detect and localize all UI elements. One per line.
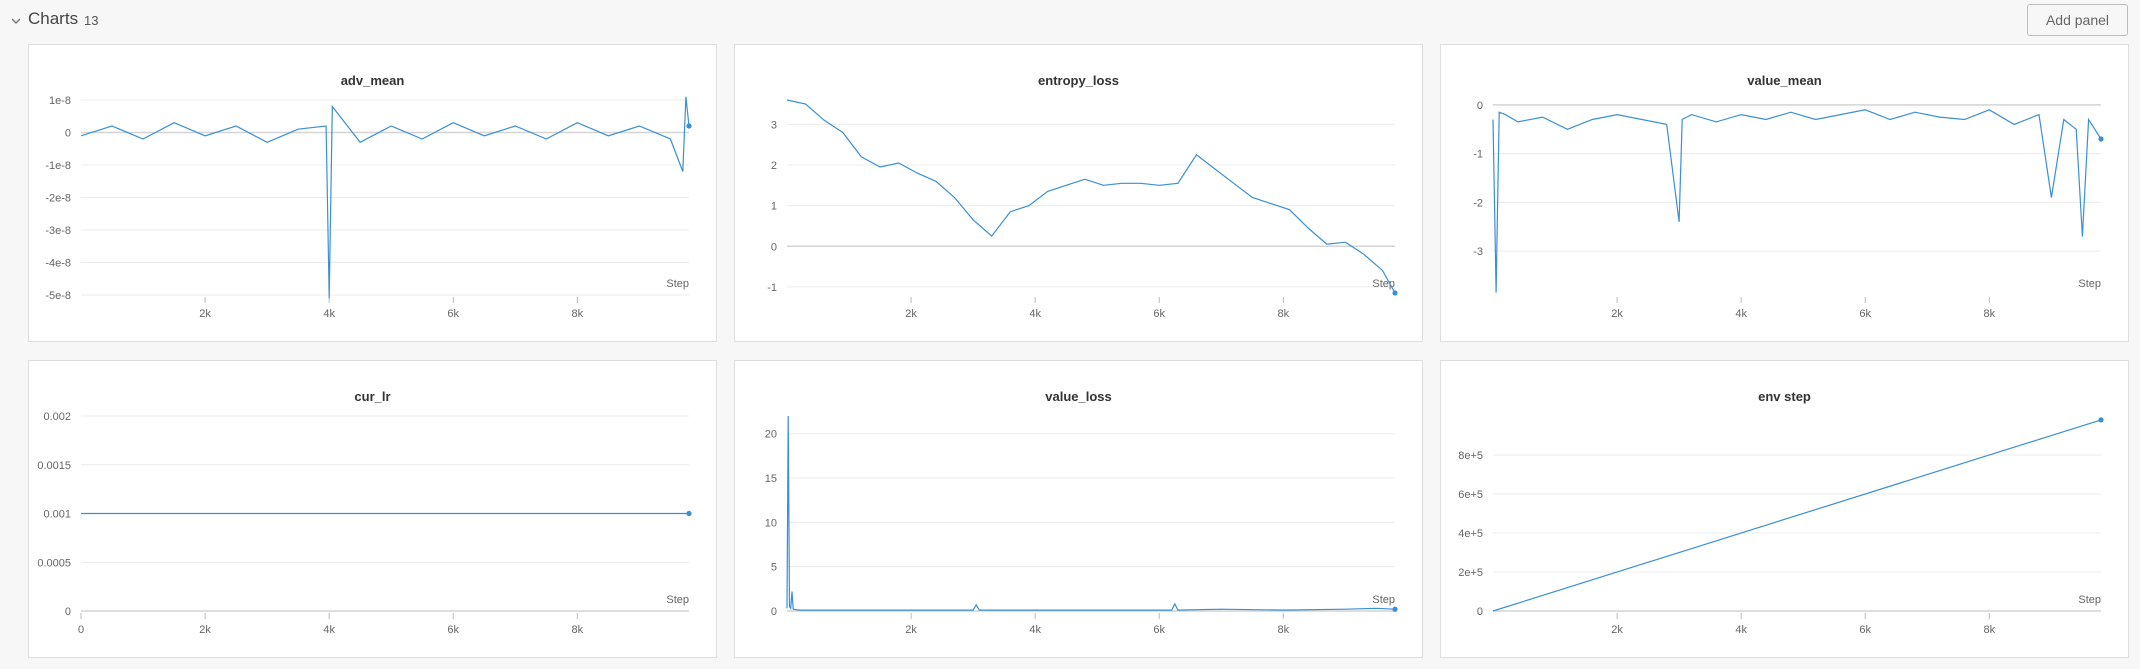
series-line — [1492, 419, 2102, 612]
y-tick-label: 2 — [771, 160, 777, 172]
y-tick-label: 10 — [765, 517, 777, 529]
y-tick-label: 0 — [1477, 606, 1483, 618]
series-end-point[interactable] — [2098, 136, 2104, 142]
add-panel-button[interactable]: Add panel — [2027, 4, 2128, 36]
x-tick-label: 4k — [1029, 308, 1041, 320]
series-line — [80, 96, 690, 299]
x-tick-label: 6k — [1153, 308, 1165, 320]
x-tick-label: 8k — [1984, 624, 1996, 636]
x-tick-label: 8k — [1278, 624, 1290, 636]
chart-panel-value-loss[interactable]: value_loss 20 15 10 5 0 2k 4k 6k 8k Step — [734, 360, 1423, 658]
y-tick-label: 0.0015 — [37, 460, 71, 472]
y-tick-label: 0.001 — [43, 509, 71, 521]
series-end-point[interactable] — [2098, 417, 2104, 423]
chevron-down-icon[interactable] — [10, 15, 22, 27]
x-tick-label: 2k — [199, 308, 211, 320]
x-tick-label: 8k — [572, 624, 584, 636]
y-tick-label: -2e-8 — [45, 193, 71, 205]
series-end-point[interactable] — [686, 510, 692, 517]
y-tick-label: -1 — [1473, 149, 1483, 161]
x-tick-label: 4k — [1735, 308, 1747, 320]
chart-plot: 0.002 0.0015 0.001 0.0005 00 2k 4k 6k 8k Step — [37, 411, 692, 636]
y-tick-label: 15 — [765, 473, 777, 485]
y-tick-label: 0 — [65, 606, 71, 618]
series-line — [786, 415, 1396, 611]
y-tick-label: 4e+5 — [1458, 528, 1483, 540]
x-tick-label: 2k — [1611, 624, 1623, 636]
x-axis-label: Step — [2078, 278, 2101, 290]
chart-panel-env-step[interactable]: env step 8e+5 6e+5 4e+5 2e+5 0 2k 4k 6k 8k Step — [1440, 360, 2129, 658]
x-axis-label: Step — [666, 594, 689, 606]
x-tick-label: 6k — [447, 624, 459, 636]
y-tick-label: 0.002 — [43, 411, 71, 423]
x-tick-label: 4k — [323, 308, 335, 320]
y-tick-label: -1e-8 — [45, 160, 71, 172]
y-tick-label: 0.0005 — [37, 557, 71, 569]
chart-panel-cur-lr[interactable]: cur_lr 0.002 0.0015 0.001 0.0005 0 0 2k 4k 6k 8k S… — [28, 360, 717, 658]
y-tick-label: 1e-8 — [49, 95, 71, 107]
y-tick-label: -2 — [1473, 197, 1483, 209]
series-line — [1492, 109, 2102, 293]
series-end-point[interactable] — [1392, 606, 1398, 612]
section-title: Charts — [28, 9, 79, 28]
chart-panel-adv-mean[interactable]: adv_mean 1e-8 0 -1e-8 -2e-8 -3e-8 -4e-8 -5e-8 2… — [28, 44, 717, 342]
series-end-point[interactable] — [1392, 290, 1398, 296]
y-tick-label: 5 — [771, 562, 777, 574]
series-line — [786, 99, 1396, 294]
x-axis-label: Step — [2078, 594, 2101, 606]
y-tick-label: 3 — [771, 119, 777, 131]
y-tick-label: 0 — [65, 128, 71, 140]
y-tick-label: 1 — [771, 201, 777, 213]
chart-title: adv_mean — [340, 73, 405, 88]
panel-count-badge: 13 — [84, 13, 99, 28]
chart-plot: 8e+5 6e+5 4e+5 2e+5 0 2k 4k 6k 8k Step — [1458, 417, 2104, 636]
y-tick-label: 20 — [765, 429, 777, 441]
chart-panel-entropy-loss[interactable]: entropy_loss 3 2 1 0 -1 2k 4k 6k 8k Step — [734, 44, 1423, 342]
series-end-point[interactable] — [686, 123, 692, 129]
chart-title: entropy_loss — [1038, 73, 1119, 88]
chart-plot: 0 -1 -2 -3 2k 4k 6k 8k Step — [1473, 100, 2104, 320]
x-tick-label: 4k — [1029, 624, 1041, 636]
x-tick-label: 6k — [1859, 308, 1871, 320]
x-tick-label: 8k — [1278, 308, 1290, 320]
y-tick-label: -3e-8 — [45, 225, 71, 237]
x-tick-label: 4k — [323, 624, 335, 636]
y-tick-label: 0 — [771, 241, 777, 253]
chart-panel-value-mean[interactable]: value_mean 0 -1 -2 -3 2k 4k 6k 8k Step — [1440, 44, 2129, 342]
x-tick-label: 8k — [1984, 308, 1996, 320]
charts-section-header[interactable]: Charts 13 — [0, 0, 2140, 42]
x-tick-label: 2k — [199, 624, 211, 636]
chart-plot: 3 2 1 0 -1 2k 4k 6k 8k Step — [767, 99, 1398, 320]
y-tick-label: 2e+5 — [1458, 567, 1483, 579]
x-tick-label: 4k — [1735, 624, 1747, 636]
x-tick-label: 0 — [78, 624, 84, 636]
x-tick-label: 8k — [572, 308, 584, 320]
y-tick-label: -5e-8 — [45, 290, 71, 302]
y-tick-label: 6e+5 — [1458, 489, 1483, 501]
chart-plot: 1e-8 0 -1e-8 -2e-8 -3e-8 -4e-8 -5e-8 2k 4k 6k 8k St… — [45, 95, 692, 320]
x-axis-label: Step — [1372, 594, 1395, 606]
y-tick-label: -4e-8 — [45, 258, 71, 270]
x-tick-label: 2k — [905, 308, 917, 320]
x-tick-label: 2k — [905, 624, 917, 636]
chart-title: value_loss — [1045, 389, 1112, 404]
chart-title: value_mean — [1747, 73, 1822, 88]
x-tick-label: 6k — [1153, 624, 1165, 636]
y-tick-label: 0 — [1477, 100, 1483, 112]
x-tick-label: 2k — [1611, 308, 1623, 320]
y-tick-label: -3 — [1473, 246, 1483, 258]
chart-title: env step — [1758, 389, 1811, 404]
x-tick-label: 6k — [1859, 624, 1871, 636]
y-tick-label: -1 — [767, 282, 777, 294]
x-axis-label: Step — [1372, 278, 1395, 290]
x-axis-label: Step — [666, 278, 689, 290]
y-tick-label: 0 — [771, 606, 777, 618]
chart-plot: 20 15 10 5 0 2k 4k 6k 8k Step — [765, 415, 1398, 636]
x-tick-label: 6k — [447, 308, 459, 320]
chart-title: cur_lr — [354, 389, 391, 404]
y-tick-label: 8e+5 — [1458, 450, 1483, 462]
